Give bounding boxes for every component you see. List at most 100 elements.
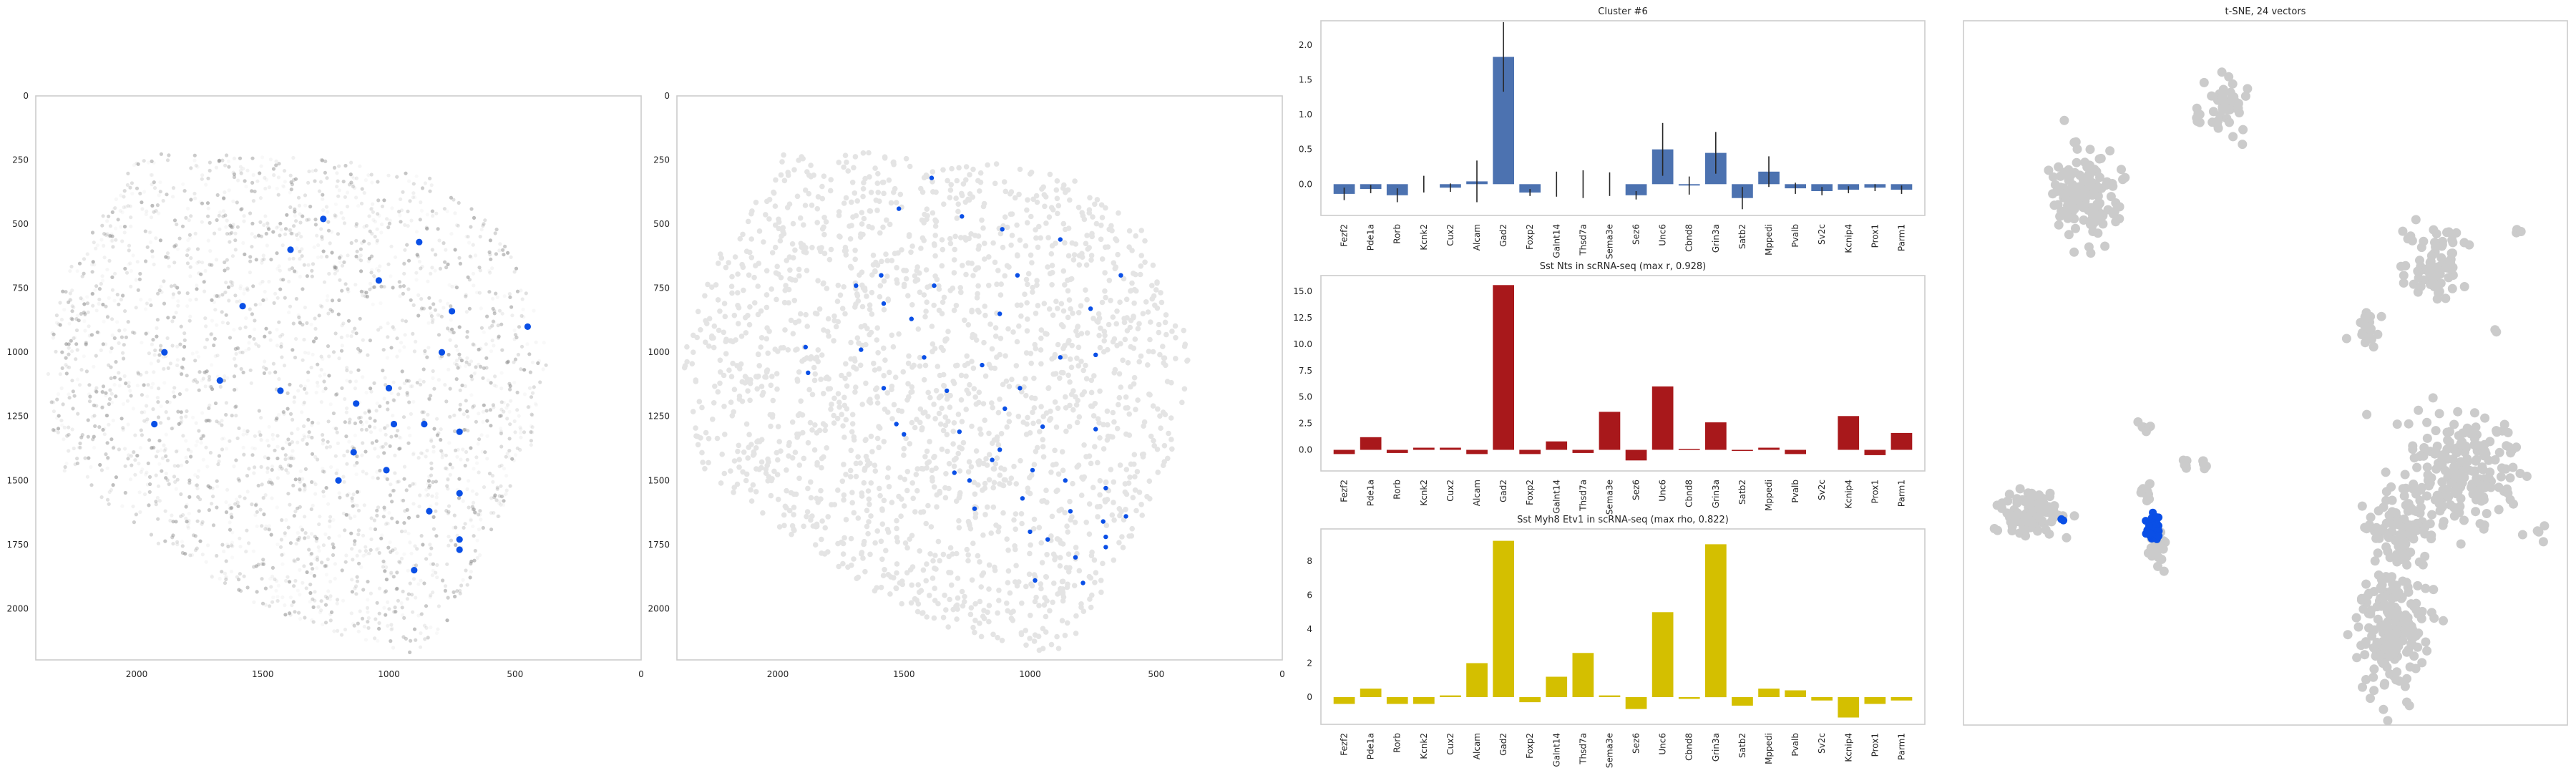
tissue-cell	[425, 213, 429, 217]
tissue-cell	[284, 468, 288, 472]
tissue-cell	[328, 594, 333, 598]
tissue-cell	[175, 222, 179, 227]
tissue-cell	[955, 595, 961, 601]
tissue-cell	[129, 224, 133, 228]
tissue-cell	[497, 465, 502, 469]
tissue-cell	[795, 412, 801, 419]
tissue-cell	[1073, 631, 1079, 636]
tissue-cell	[218, 210, 223, 215]
tissue-cell	[314, 390, 318, 395]
tissue-cell	[784, 505, 789, 511]
tissue-cell	[508, 484, 512, 488]
tissue-cell	[855, 515, 862, 521]
tissue-cell	[287, 228, 291, 233]
tissue-cell	[944, 396, 950, 402]
tissue-cell	[502, 294, 507, 298]
tissue-cell	[393, 255, 398, 259]
tissue-cell	[241, 445, 245, 449]
tissue-cell	[924, 561, 930, 567]
tissue-cell	[108, 349, 113, 354]
tissue-cell	[296, 195, 301, 200]
tissue-cell	[877, 485, 882, 492]
tissue-cell	[90, 230, 95, 235]
highlight-cell	[806, 370, 811, 375]
tissue-cell	[721, 301, 728, 306]
highlight-cell	[803, 344, 809, 350]
x-tick-label: 1500	[252, 669, 274, 679]
tissue-cell	[403, 223, 407, 227]
tissue-cell	[224, 577, 228, 582]
tissue-cell	[111, 446, 116, 450]
tissue-cell	[930, 210, 936, 216]
tissue-cell	[80, 274, 84, 278]
tissue-cell	[491, 319, 496, 324]
tissue-cell	[411, 610, 415, 614]
tissue-cell	[1045, 385, 1051, 392]
tissue-cell	[1083, 362, 1088, 369]
tissue-cell	[821, 173, 827, 179]
tissue-cell	[955, 412, 962, 417]
tissue-cell	[379, 428, 383, 432]
tissue-cell	[527, 352, 532, 356]
tissue-cell	[411, 482, 415, 486]
tissue-cell	[489, 496, 494, 500]
tissue-cell	[792, 247, 798, 253]
bar-Thsd7a	[1572, 449, 1594, 453]
tissue-cell	[138, 271, 142, 276]
tissue-cell	[193, 534, 197, 538]
tissue-cell	[944, 336, 950, 342]
tissue-cell	[171, 542, 175, 546]
tissue-cell	[316, 545, 321, 550]
tissue-cell	[225, 487, 230, 492]
tissue-cell	[370, 441, 375, 445]
tissue-cell	[195, 519, 200, 523]
tissue-cell	[280, 562, 285, 566]
bar-Foxp2	[1519, 449, 1541, 454]
tissue-cell	[1014, 339, 1020, 345]
tissue-cell	[360, 422, 365, 427]
tissue-cell	[411, 451, 416, 455]
tissue-cell	[239, 208, 243, 212]
tissue-cell	[1052, 399, 1058, 405]
tissue-cell	[275, 598, 280, 603]
tissue-cell	[336, 179, 340, 183]
tissue-cell	[408, 650, 412, 655]
tissue-cell	[321, 467, 325, 471]
tissue-cell	[389, 482, 393, 487]
tissue-cell	[806, 190, 812, 197]
tissue-cell	[144, 419, 149, 424]
tissue-cell	[341, 598, 346, 603]
tissue-cell	[121, 351, 125, 355]
tissue-cell	[354, 224, 358, 228]
tissue-cell	[398, 560, 402, 565]
tissue-cell	[139, 470, 143, 475]
tissue-cell	[283, 613, 288, 617]
tissue-cell	[343, 560, 348, 564]
tissue-cell	[492, 344, 496, 348]
tissue-cell	[352, 542, 357, 547]
tissue-cell	[758, 384, 765, 389]
tissue-cell	[435, 575, 439, 580]
tissue-cell	[341, 216, 346, 220]
tissue-cell	[1031, 572, 1038, 578]
tissue-cell	[331, 542, 335, 547]
tissue-cell	[263, 289, 267, 294]
tissue-cell	[251, 199, 255, 203]
tissue-cell	[101, 302, 105, 307]
tissue-cell	[496, 336, 501, 340]
tissue-cell	[437, 238, 441, 243]
tissue-cell	[228, 336, 233, 340]
tissue-cell	[909, 419, 915, 426]
tissue-cell	[419, 208, 424, 213]
tissue-cell	[856, 340, 862, 346]
tissue-cell	[1154, 279, 1160, 285]
tissue-cell	[376, 454, 381, 459]
tissue-cell	[1169, 437, 1174, 442]
tissue-cell	[205, 465, 210, 469]
tissue-cell	[313, 590, 317, 594]
tissue-cell	[1034, 282, 1040, 288]
tissue-cell	[275, 296, 280, 300]
tissue-cell	[740, 469, 746, 475]
tissue-cell	[828, 407, 834, 412]
tissue-cell	[306, 180, 311, 185]
